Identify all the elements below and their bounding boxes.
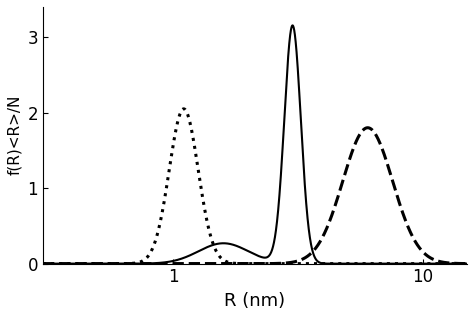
Y-axis label: f(R)<R>/N: f(R)<R>/N	[7, 95, 22, 176]
X-axis label: R (nm): R (nm)	[225, 292, 285, 310]
